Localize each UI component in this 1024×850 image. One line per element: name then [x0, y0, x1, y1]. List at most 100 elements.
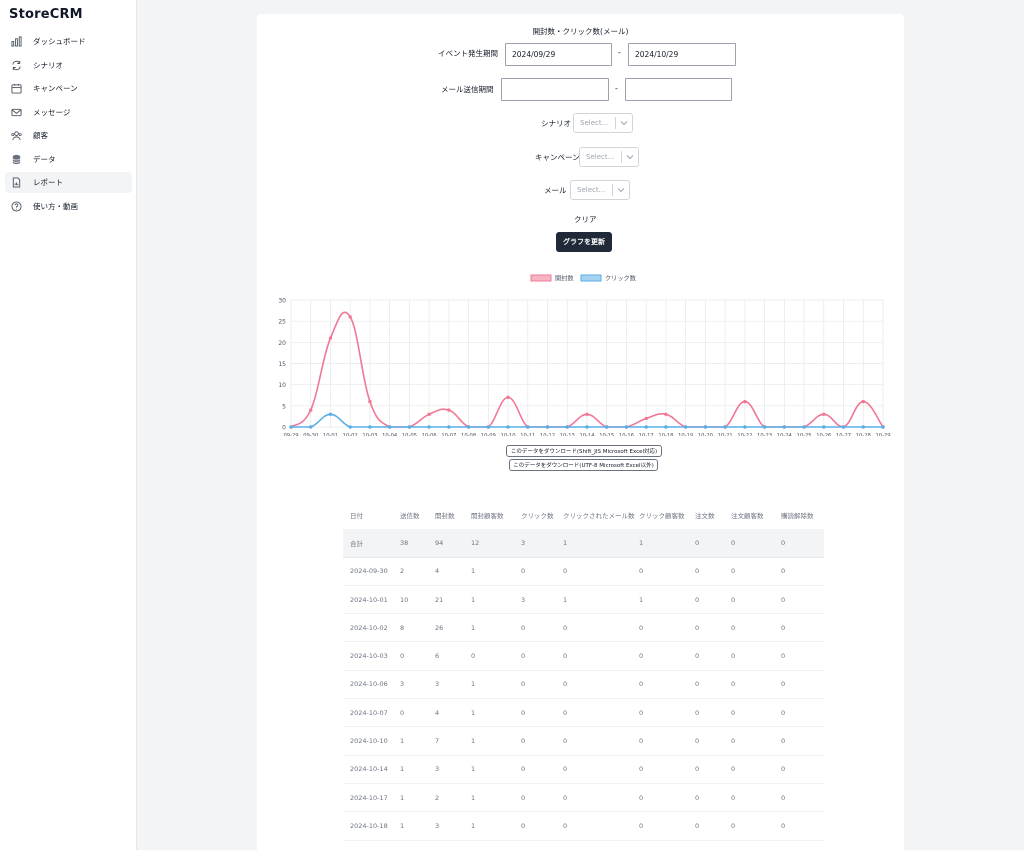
table-header-cell: 開封数	[435, 512, 455, 521]
sidebar-item-campaign[interactable]: キャンペーン	[5, 78, 132, 99]
data-point	[861, 399, 865, 404]
y-tick-label: 30	[278, 298, 286, 305]
data-point	[526, 425, 530, 429]
table-cell: 1	[471, 765, 476, 774]
mail-end-date-input[interactable]	[625, 78, 732, 101]
table-cell: 0	[563, 567, 568, 576]
table-cell: 0	[639, 623, 644, 632]
table-row: 2024-10-17 1 2 1 0 0 0 0 0 0	[343, 784, 824, 813]
legend-swatch	[580, 274, 602, 282]
table-cell: 0	[639, 793, 644, 802]
data-point	[348, 315, 352, 319]
data-point	[822, 425, 826, 429]
table-cell: 0	[695, 793, 700, 802]
sidebar-item-customers[interactable]: 顧客	[5, 125, 132, 146]
campaign-label: キャンペーン	[535, 153, 580, 162]
mail-label: メール	[544, 186, 567, 195]
table-total-row: 合計 38 94 12 3 1 1 0 0 0	[343, 529, 824, 558]
data-point	[703, 425, 708, 429]
table-cell: 2024-10-02	[350, 623, 388, 632]
data-point	[585, 425, 589, 429]
table-cell: 0	[639, 708, 644, 717]
mail-select[interactable]: Select...	[570, 180, 630, 200]
x-tick-label: 09-29	[283, 433, 298, 436]
data-point	[664, 412, 668, 416]
help-circle-icon	[10, 200, 22, 212]
report-table: 日付 送信数 開封数 開封顧客数 クリック数 クリックされたメール数 クリック顧客数 注文数 注…	[343, 501, 824, 841]
table-cell: 0	[731, 765, 736, 774]
sidebar-item-dashboard[interactable]: ダッシュボード	[5, 31, 132, 52]
report-icon	[10, 177, 22, 189]
y-tick-label: 15	[278, 361, 286, 368]
data-point	[309, 425, 313, 429]
table-cell: 0	[781, 680, 786, 689]
data-point	[348, 425, 352, 429]
x-tick-label: 10-01	[323, 433, 338, 436]
data-point	[368, 425, 372, 429]
table-cell: 2024-10-17	[350, 793, 388, 802]
x-tick-label: 10-14	[579, 433, 595, 436]
refresh-icon	[10, 59, 22, 71]
update-graph-button[interactable]: グラフを更新	[556, 232, 612, 252]
table-cell: 2024-10-18	[350, 821, 388, 830]
table-cell: 1	[471, 680, 476, 689]
sidebar-item-message[interactable]: メッセージ	[5, 102, 132, 123]
table-cell: 0	[400, 708, 405, 717]
table-cell: 0	[781, 821, 786, 830]
table-header-row: 日付 送信数 開封数 開封顧客数 クリック数 クリックされたメール数 クリック顧客数 注文数 注…	[343, 501, 824, 529]
x-tick-label: 10-16	[619, 433, 634, 436]
campaign-select[interactable]: Select...	[579, 147, 639, 167]
table-cell: 0	[695, 538, 700, 547]
clear-button[interactable]: クリア	[574, 215, 597, 224]
table-cell: 0	[400, 652, 405, 661]
x-tick-label: 10-13	[560, 433, 575, 436]
app-logo[interactable]: StoreCRM	[9, 7, 83, 22]
sidebar-item-report[interactable]: レポート	[5, 172, 132, 193]
table-cell: 2024-10-01	[350, 595, 388, 604]
table-cell: 1	[471, 821, 476, 830]
data-point	[289, 425, 293, 429]
x-tick-label: 10-08	[461, 433, 476, 436]
table-header-cell: クリック顧客数	[639, 512, 685, 521]
x-tick-label: 10-25	[797, 433, 812, 436]
event-end-date-input[interactable]	[628, 43, 736, 66]
event-start-date-input[interactable]	[505, 43, 612, 66]
select-placeholder: Select...	[580, 119, 609, 127]
x-tick-label: 10-07	[441, 433, 456, 436]
scenario-select[interactable]: Select...	[573, 113, 633, 133]
data-point	[545, 425, 550, 429]
mail-period-label: メール送信期間	[441, 85, 494, 94]
table-cell: 0	[731, 793, 736, 802]
table-cell: 0	[521, 765, 526, 774]
table-cell: 0	[563, 737, 568, 746]
table-cell: 0	[695, 567, 700, 576]
table-cell: 0	[521, 652, 526, 661]
data-point	[822, 412, 826, 416]
data-point	[565, 425, 569, 429]
range-separator: -	[618, 48, 621, 57]
table-row: 2024-10-07 0 4 1 0 0 0 0 0 0	[343, 699, 824, 728]
download-utf8-button[interactable]: このデータをダウンロード(UTF-8 Microsoft Excel以外)	[509, 459, 658, 471]
data-point	[841, 425, 846, 429]
table-cell: 1	[639, 538, 644, 547]
x-tick-label: 09-30	[303, 433, 318, 436]
x-tick-label: 10-28	[856, 433, 871, 436]
x-tick-label: 10-04	[382, 433, 398, 436]
table-cell: 0	[781, 708, 786, 717]
data-point	[782, 425, 787, 429]
table-cell: 3	[400, 680, 405, 689]
download-sjis-button[interactable]: このデータをダウンロード(Shift_JIS Microsoft Excel対応…	[506, 445, 662, 457]
table-cell: 0	[563, 821, 568, 830]
table-cell: 3	[521, 538, 526, 547]
sidebar-item-scenario[interactable]: シナリオ	[5, 55, 132, 76]
sidebar-item-data[interactable]: データ	[5, 149, 132, 170]
table-cell: 21	[435, 595, 444, 604]
table-cell: 1	[563, 595, 568, 604]
line-chart: 0 5 10 15 20 25 30 09-29 09-30 10-01 10-02 10-03 10-…	[278, 274, 891, 436]
sidebar-item-help[interactable]: 使い方・動画	[5, 196, 132, 217]
table-cell: 1	[471, 567, 476, 576]
table-row: 2024-10-03 0 6 0 0 0 0 0 0 0	[343, 642, 824, 671]
mail-start-date-input[interactable]	[501, 78, 609, 101]
x-tick-label: 10-06	[422, 433, 437, 436]
legend-swatch	[530, 274, 552, 282]
